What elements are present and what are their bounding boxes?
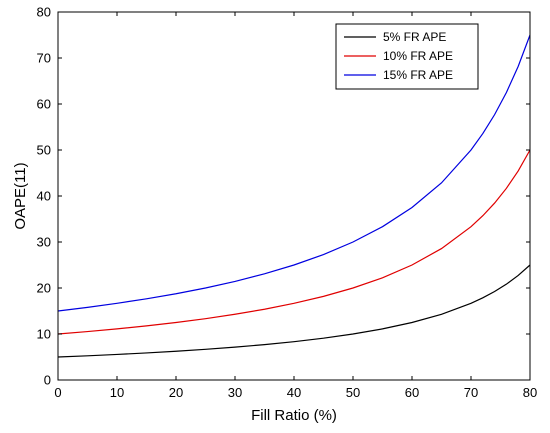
y-tick-label: 40 (37, 189, 51, 204)
legend-label: 15% FR APE (383, 68, 453, 82)
x-tick-label: 40 (287, 385, 301, 400)
x-tick-label: 50 (346, 385, 360, 400)
x-tick-label: 30 (228, 385, 242, 400)
series-layer (57, 34, 531, 358)
series-line-2 (57, 149, 531, 335)
x-tick-label: 20 (169, 385, 183, 400)
x-axis-label: Fill Ratio (%) (251, 407, 337, 424)
y-axis-label: OAPE(11) (12, 162, 29, 229)
x-tick-label: 10 (110, 385, 124, 400)
y-tick-label: 80 (37, 5, 51, 20)
y-tick-label: 20 (37, 281, 51, 296)
legend-label: 10% FR APE (383, 49, 453, 63)
y-tick-label: 30 (37, 235, 51, 250)
x-tick-label: 60 (405, 385, 419, 400)
legend: 5% FR APE 10% FR APE 15% FR APE (335, 23, 479, 90)
series-line-1 (57, 264, 531, 358)
x-tick-label: 0 (54, 385, 61, 400)
x-tick-label: 80 (523, 385, 537, 400)
legend-label: 5% FR APE (383, 30, 446, 44)
y-tick-label: 70 (37, 51, 51, 66)
y-tick-label: 50 (37, 143, 51, 158)
y-tick-label: 0 (44, 373, 51, 388)
y-tick-label: 60 (37, 97, 51, 112)
x-tick-label: 70 (464, 385, 478, 400)
series-line-3 (57, 34, 531, 312)
y-tick-label: 10 (37, 327, 51, 342)
ticks-layer: 0 10 20 30 40 50 60 70 80 0 10 20 30 40 50 60 70 80 (37, 5, 538, 401)
